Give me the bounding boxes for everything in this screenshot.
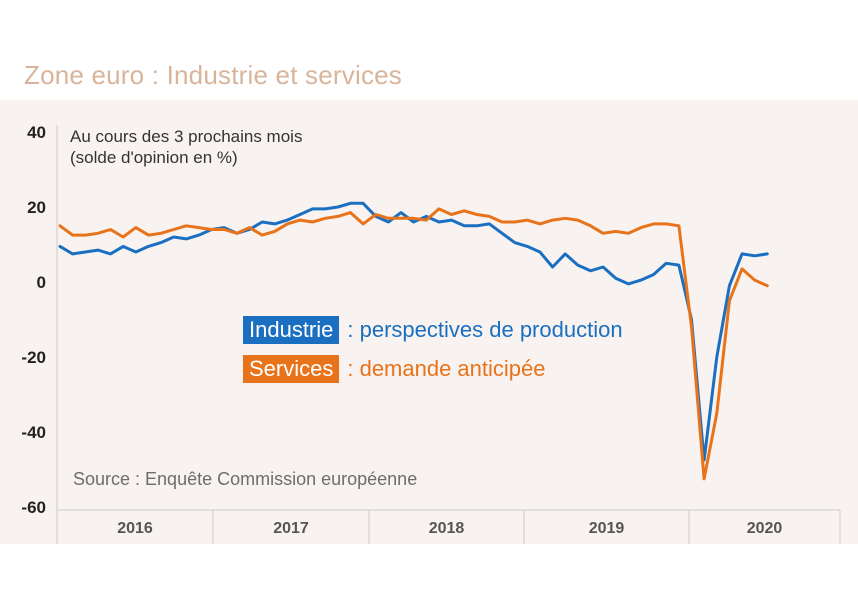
y-tick-label: -60 bbox=[21, 498, 46, 517]
x-tick-label: 2018 bbox=[429, 520, 465, 537]
legend-item-services: Services : demande anticipée bbox=[243, 355, 546, 383]
x-tick-label: 2020 bbox=[747, 520, 783, 537]
x-tick-label: 2016 bbox=[117, 520, 153, 537]
y-tick-label: 40 bbox=[27, 123, 46, 142]
series-line-services bbox=[58, 207, 769, 481]
y-tick-label: -40 bbox=[21, 423, 46, 442]
plot-background bbox=[0, 100, 858, 544]
legend-item-industrie: Industrie : perspectives de production bbox=[243, 316, 623, 344]
chart-title: Zone euro : Industrie et services bbox=[24, 60, 403, 90]
subtitle-line-2: (solde d'opinion en %) bbox=[70, 148, 238, 167]
series-line-industrie bbox=[58, 201, 769, 462]
source-note: Source : Enquête Commission européenne bbox=[73, 469, 418, 489]
subtitle-line-1: Au cours des 3 prochains mois bbox=[70, 127, 303, 146]
y-tick-label: 20 bbox=[27, 198, 46, 217]
legend-text-services: : demande anticipée bbox=[347, 356, 546, 381]
chart-subtitle: Au cours des 3 prochains mois (solde d'o… bbox=[70, 126, 302, 168]
y-tick-label: 0 bbox=[37, 273, 46, 292]
legend-tag-services: Services bbox=[243, 355, 340, 383]
x-tick-label: 2019 bbox=[589, 520, 625, 537]
x-tick-label: 2017 bbox=[273, 520, 309, 537]
legend-tag-industrie: Industrie bbox=[243, 316, 340, 344]
y-tick-label: -20 bbox=[21, 348, 46, 367]
legend-text-industrie: : perspectives de production bbox=[347, 317, 623, 342]
